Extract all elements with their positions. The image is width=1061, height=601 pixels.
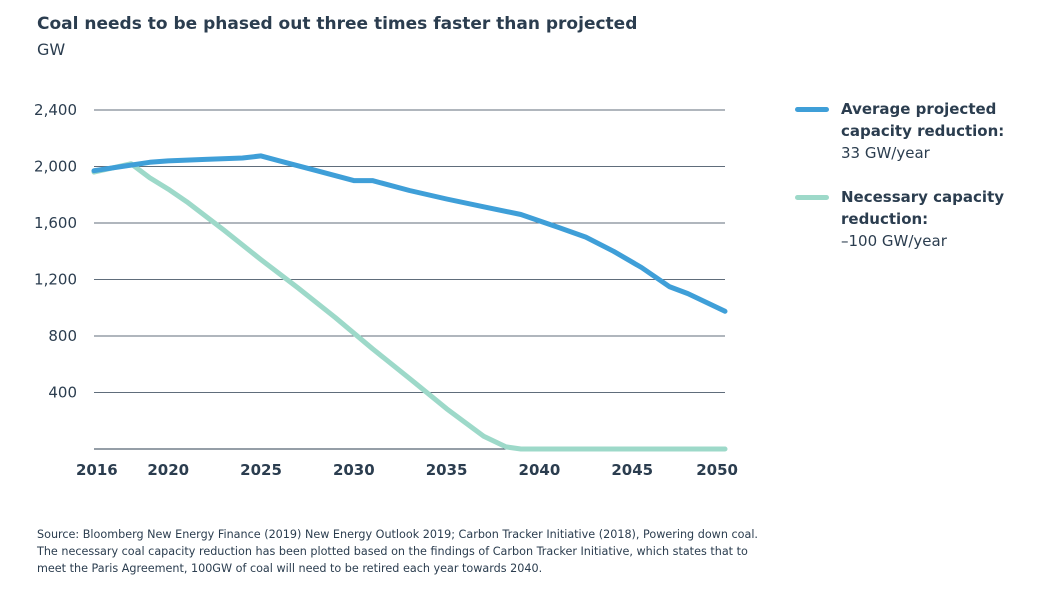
source-line: meet the Paris Agreement, 100GW of coal … — [37, 562, 543, 575]
legend-swatch-projected — [795, 107, 829, 112]
series-line-projected — [91, 153, 728, 314]
legend-label-projected: Average projected capacity reduction: — [841, 100, 1005, 140]
y-tick-label: 1,200 — [34, 271, 77, 289]
legend-label-necessary: Necessary capacity reduction: — [841, 188, 1005, 228]
x-tick-label: 2020 — [147, 461, 189, 479]
legend-rate-projected: 33 GW/year — [841, 144, 930, 162]
y-axis-ticks: 400 800 1,200 1,600 2,000 2,400 — [34, 101, 77, 402]
y-tick-label: 1,600 — [34, 214, 77, 232]
source-note: Source: Bloomberg New Energy Finance (20… — [37, 526, 758, 577]
y-tick-label: 2,400 — [34, 101, 77, 119]
x-tick-label: 2050 — [696, 461, 738, 479]
unit-label: GW — [37, 40, 66, 59]
y-tick-label: 400 — [48, 384, 77, 402]
legend-rate-necessary: –100 GW/year — [841, 232, 947, 250]
source-line: The necessary coal capacity reduction ha… — [37, 545, 748, 558]
x-axis-ticks: 2016 2020 2025 2030 2035 2040 2045 2050 — [76, 461, 738, 479]
x-tick-label: 2045 — [611, 461, 653, 479]
x-tick-label: 2030 — [333, 461, 375, 479]
legend-item-projected: Average projected capacity reduction: 33… — [795, 98, 1045, 164]
x-tick-label: 2035 — [426, 461, 468, 479]
legend-swatch-necessary — [795, 195, 829, 200]
legend-item-necessary: Necessary capacity reduction: –100 GW/ye… — [795, 186, 1045, 252]
chart-title: Coal needs to be phased out three times … — [37, 14, 638, 34]
source-line: Source: Bloomberg New Energy Finance (20… — [37, 528, 758, 541]
x-tick-label: 2016 — [76, 461, 118, 479]
y-tick-label: 800 — [48, 327, 77, 345]
series-lines — [91, 153, 728, 452]
x-tick-label: 2025 — [240, 461, 282, 479]
y-tick-label: 2,000 — [34, 158, 77, 176]
series-line-necessary — [91, 161, 728, 452]
x-tick-label: 2040 — [519, 461, 561, 479]
